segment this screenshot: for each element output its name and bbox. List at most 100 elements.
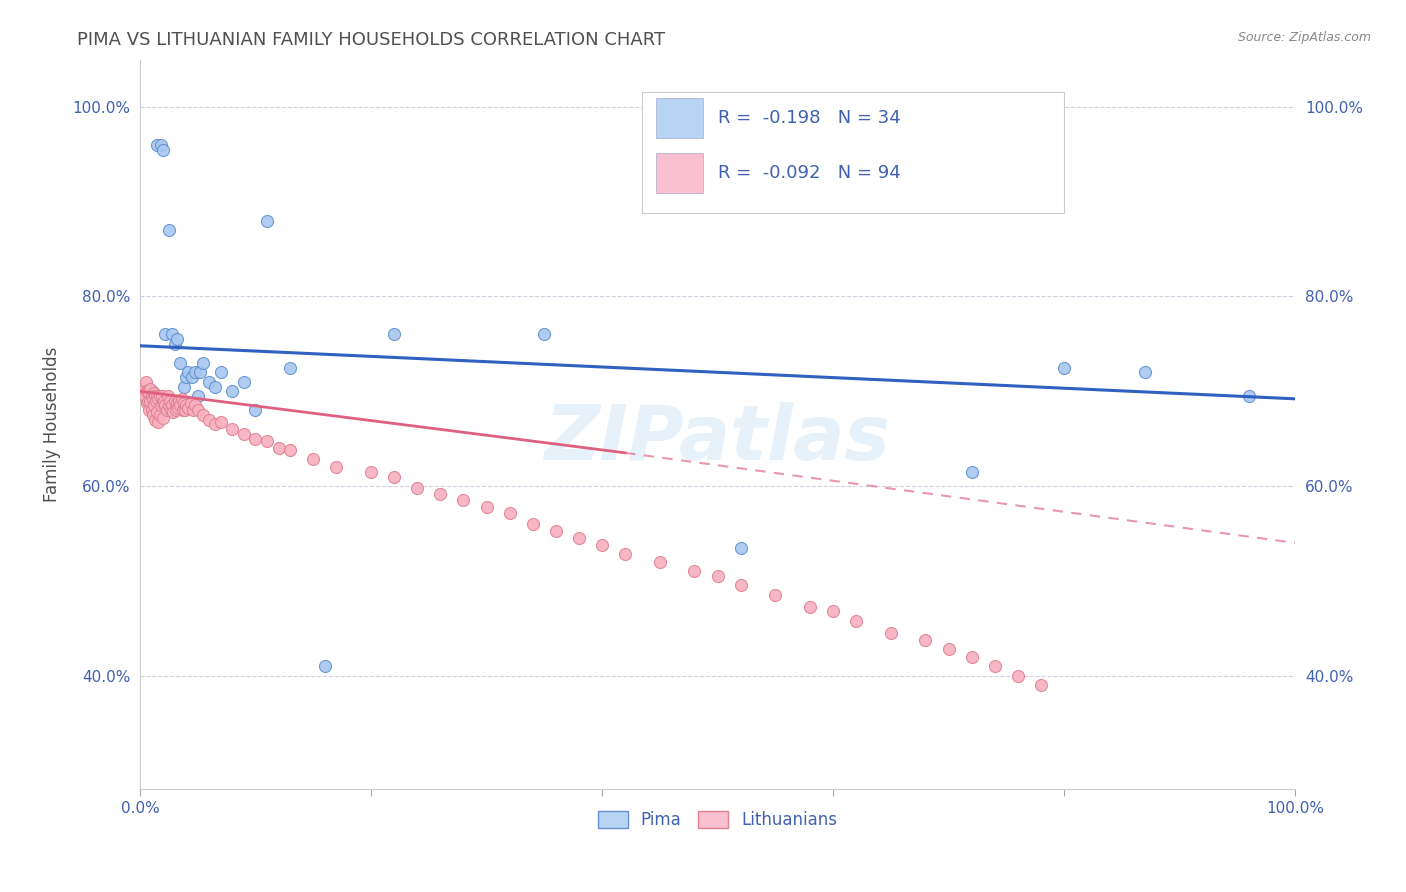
Point <box>170 392 193 406</box>
Point <box>938 642 960 657</box>
Point <box>138 386 160 401</box>
Point <box>193 356 215 370</box>
Point <box>232 375 254 389</box>
Point <box>169 399 191 413</box>
Point <box>1237 389 1260 403</box>
Point <box>132 384 155 399</box>
Point <box>177 401 200 416</box>
Point <box>184 399 207 413</box>
Point <box>209 415 232 429</box>
Point <box>730 541 752 555</box>
Point <box>382 327 405 342</box>
Point <box>984 659 1007 673</box>
Point <box>136 384 159 399</box>
Point <box>429 486 451 500</box>
Point <box>149 399 172 413</box>
Point <box>149 408 172 422</box>
Text: R =  -0.198   N = 34: R = -0.198 N = 34 <box>717 109 900 127</box>
FancyBboxPatch shape <box>643 93 1064 213</box>
Point <box>142 408 165 422</box>
Point <box>145 393 167 408</box>
Point <box>1133 365 1156 379</box>
Point <box>149 137 172 152</box>
Point <box>146 389 169 403</box>
Point <box>232 426 254 441</box>
Point <box>163 337 186 351</box>
Point <box>162 405 184 419</box>
Point <box>153 393 176 408</box>
Point <box>159 393 181 408</box>
Point <box>209 365 232 379</box>
Point <box>138 403 160 417</box>
Y-axis label: Family Households: Family Households <box>44 347 60 502</box>
Point <box>142 399 165 413</box>
Point <box>198 412 221 426</box>
Point <box>155 327 177 342</box>
Point <box>591 538 613 552</box>
Point <box>763 588 786 602</box>
Point <box>188 365 211 379</box>
Point <box>360 465 382 479</box>
Point <box>135 395 157 409</box>
Point <box>166 332 188 346</box>
Point <box>278 442 301 457</box>
Point <box>152 395 174 409</box>
Point <box>155 399 177 413</box>
Point <box>156 389 179 403</box>
Legend: Pima, Lithuanians: Pima, Lithuanians <box>591 804 844 836</box>
Point <box>177 365 200 379</box>
Point <box>453 493 475 508</box>
Point <box>135 384 157 399</box>
Point <box>181 370 204 384</box>
Point <box>152 143 174 157</box>
Point <box>146 405 169 419</box>
Point <box>475 500 498 514</box>
Point <box>1007 668 1029 682</box>
Point <box>174 370 197 384</box>
Point <box>198 375 221 389</box>
Point <box>141 403 163 417</box>
Point <box>683 564 706 578</box>
Text: ZIPatlas: ZIPatlas <box>544 402 890 476</box>
Point <box>157 223 180 237</box>
Point <box>533 327 555 342</box>
Point <box>148 415 170 429</box>
Bar <box>657 98 703 138</box>
Point <box>184 365 207 379</box>
Point <box>160 403 183 417</box>
Point <box>136 393 159 408</box>
Point <box>245 403 267 417</box>
Point <box>302 452 325 467</box>
Point <box>162 327 184 342</box>
Point <box>245 432 267 446</box>
Point <box>173 395 195 409</box>
Point <box>180 395 202 409</box>
Point <box>267 441 290 455</box>
Point <box>139 382 162 396</box>
Point <box>139 393 162 408</box>
Point <box>221 422 243 436</box>
Point <box>544 524 567 539</box>
Point <box>187 389 209 403</box>
Point <box>960 649 983 664</box>
Point <box>314 659 336 673</box>
Text: PIMA VS LITHUANIAN FAMILY HOUSEHOLDS CORRELATION CHART: PIMA VS LITHUANIAN FAMILY HOUSEHOLDS COR… <box>77 31 665 49</box>
Point <box>148 392 170 406</box>
Point <box>135 375 157 389</box>
Point <box>256 213 278 227</box>
Point <box>167 393 190 408</box>
Point <box>143 389 166 403</box>
Point <box>406 481 429 495</box>
Point <box>614 547 637 561</box>
Point <box>174 399 197 413</box>
Point <box>162 399 184 413</box>
Text: R =  -0.092   N = 94: R = -0.092 N = 94 <box>717 164 900 182</box>
Point <box>141 389 163 403</box>
Point <box>960 465 983 479</box>
Point <box>169 356 191 370</box>
Point <box>155 403 177 417</box>
Point <box>172 403 194 417</box>
Point <box>187 403 209 417</box>
Point <box>914 632 936 647</box>
Point <box>204 417 226 432</box>
